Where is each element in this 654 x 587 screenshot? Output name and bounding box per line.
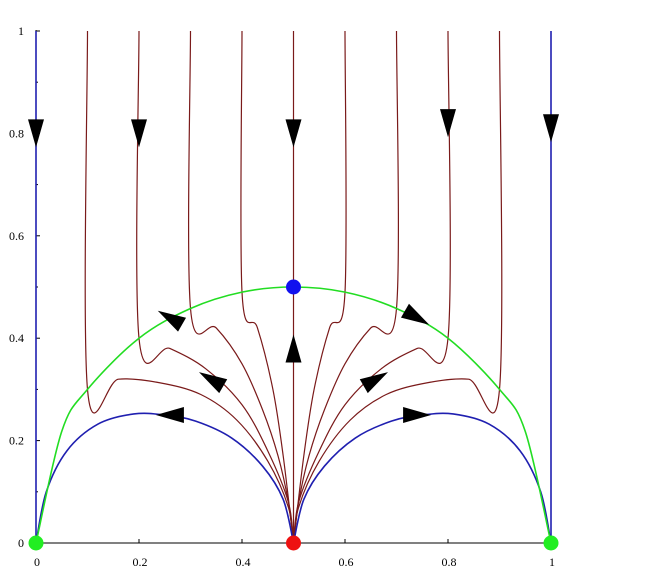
y-tick-label: 1 [18, 24, 24, 38]
arrow-left [155, 407, 184, 423]
arrow-up-left [157, 310, 187, 332]
fixed-point-source [286, 535, 301, 551]
fixed-point-saddle [286, 279, 301, 295]
x-tick-label: 1 [549, 555, 555, 569]
trajectory-curve [84, 30, 295, 544]
arrow-right [403, 407, 432, 423]
arrow-down [28, 119, 44, 148]
arrow-up [285, 334, 302, 363]
trajectory-curve [240, 30, 295, 544]
arrow-up-right [359, 372, 389, 394]
trajectory-curve [292, 30, 400, 544]
arrow-down-right [400, 303, 430, 325]
trajectory-curve [292, 30, 503, 544]
arrow-down [131, 119, 147, 148]
fixed-point-corner [28, 535, 44, 551]
fixed-points [28, 279, 559, 551]
arrows [28, 109, 559, 423]
arrow-up-left [198, 372, 228, 394]
trajectory-curve [136, 30, 295, 544]
y-tick-label: 0.2 [9, 434, 24, 448]
x-tick-label: 0.2 [133, 555, 148, 569]
y-tick-label: 0.6 [9, 229, 24, 243]
x-tick-label: 0.6 [339, 555, 354, 569]
y-tick-label: 0.4 [9, 331, 24, 345]
separatrix-curve [292, 412, 552, 544]
separatrix-curve [35, 412, 295, 544]
x-tick-label: 0 [34, 555, 40, 569]
arrow-down [285, 119, 302, 148]
arrow-down [543, 114, 559, 143]
y-tick-label: 0 [18, 536, 24, 550]
arrow-down [440, 109, 456, 138]
x-tick-label: 0.8 [442, 555, 457, 569]
trajectory-curve [187, 30, 295, 544]
ticks: 0 0.2 0.4 0.6 0.8 1 0 0.2 0.4 0.6 0.8 1 [9, 24, 555, 569]
trajectory-curve [292, 30, 347, 544]
x-tick-label: 0.4 [236, 555, 251, 569]
trajectory-curve [292, 30, 451, 544]
y-tick-label: 0.8 [9, 126, 24, 140]
fixed-point-corner [543, 535, 559, 551]
